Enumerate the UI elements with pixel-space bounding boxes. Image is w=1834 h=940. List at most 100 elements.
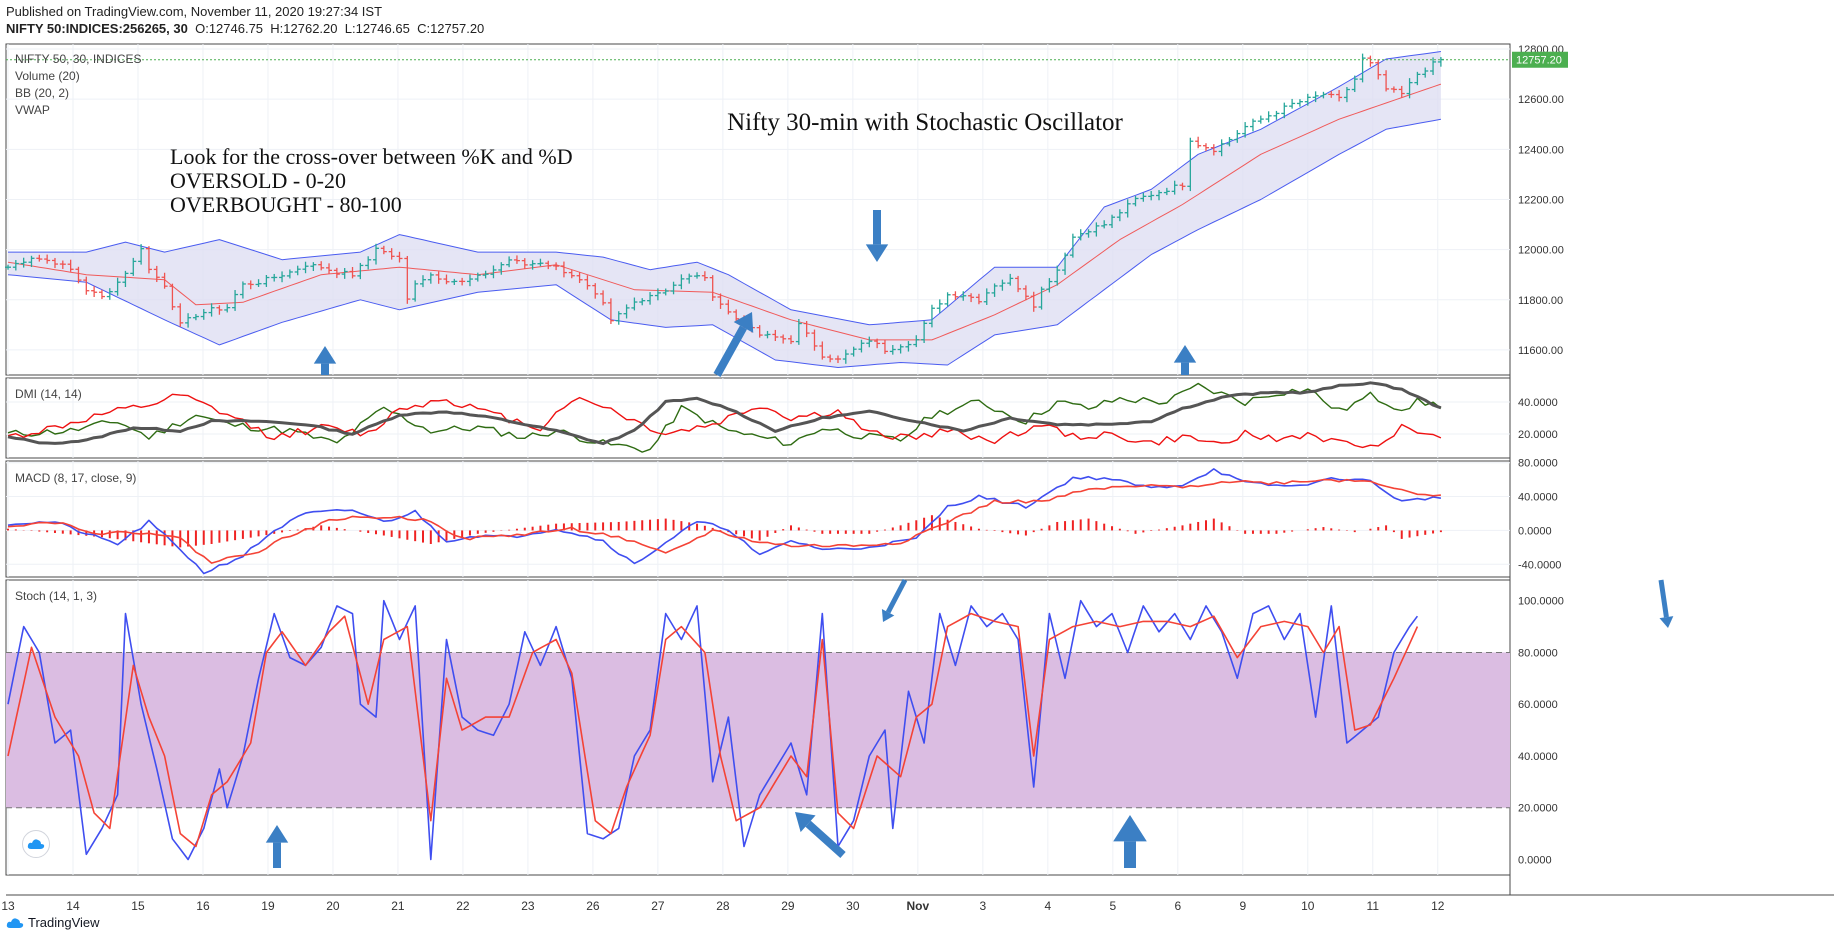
bb-lower-line <box>7 118 1441 368</box>
ohlc-bar <box>1069 233 1076 258</box>
ohlc-bar <box>216 305 223 315</box>
time-axis-label: 29 <box>781 899 795 913</box>
close-label: C: <box>417 21 431 36</box>
ohlc-bar <box>161 272 168 289</box>
ohlc-bar <box>208 303 215 317</box>
ohlc-bar <box>1195 136 1202 149</box>
ohlc-bar <box>1038 286 1045 310</box>
ohlc-bar <box>795 319 802 345</box>
ohlc-bar <box>1343 87 1350 103</box>
ohlc-bar <box>975 293 982 305</box>
ohlc-bar <box>412 280 419 302</box>
ohlc-bar <box>913 335 920 348</box>
time-axis-label: 5 <box>1109 899 1116 913</box>
ohlc-bar <box>866 336 873 348</box>
macd-tick-label: 40.0000 <box>1518 492 1558 504</box>
ohlc-bar <box>341 268 348 279</box>
ohlc-bar <box>51 257 58 269</box>
macd-tick-label: -40.0000 <box>1518 559 1561 571</box>
ohlc-bar <box>1022 285 1029 301</box>
ohlc-bar <box>12 260 19 271</box>
footer-brand-label: TradingView <box>28 915 100 930</box>
ohlc-bar <box>380 245 387 255</box>
ohlc-bar <box>1328 90 1335 98</box>
annotation-0: Look for the cross-over between %K and %… <box>170 144 573 169</box>
ohlc-bar <box>568 270 575 279</box>
bb-band-fill <box>8 51 1441 368</box>
ohlc-bar <box>1030 291 1037 312</box>
ohlc-bar <box>1109 214 1116 229</box>
ohlc-bar <box>365 256 372 270</box>
time-axis-label: 20 <box>326 899 340 913</box>
annotation-1: OVERSOLD - 0-20 <box>170 168 346 193</box>
ohlc-bar <box>177 303 184 327</box>
ohlc-bar <box>286 269 293 279</box>
time-axis-label: 27 <box>651 899 665 913</box>
close-value: 12757.20 <box>430 21 485 36</box>
ohlc-bar <box>670 281 677 295</box>
time-axis-label: 14 <box>66 899 80 913</box>
ohlc-bar <box>122 270 129 287</box>
stoch-tick-label: 20.0000 <box>1518 803 1558 815</box>
ohlc-bar <box>803 321 810 338</box>
ohlc-bar <box>1163 187 1170 196</box>
ohlc-bar <box>1234 130 1241 143</box>
cloud-snapshot-button[interactable] <box>22 830 50 858</box>
price-legend-3: VWAP <box>15 103 50 117</box>
last-price-label: 12757.20 <box>1516 55 1562 67</box>
time-axis-label: 12 <box>1431 899 1445 913</box>
ohlc-bar <box>279 271 286 283</box>
ohlc-bar <box>928 304 935 328</box>
ohlc-bar <box>44 254 51 264</box>
ohlc-bar <box>960 291 967 301</box>
time-axis-label: 3 <box>979 899 986 913</box>
ohlc-bar <box>232 290 239 311</box>
ohlc-bar <box>1336 90 1343 102</box>
ohlc-bar <box>1156 190 1163 201</box>
ohlc-bar <box>623 304 630 319</box>
ohlc-bar <box>106 288 113 300</box>
ohlc-bar <box>255 279 262 287</box>
stoch-tick-label: 40.0000 <box>1518 751 1558 763</box>
time-axis-label: Nov <box>907 899 930 913</box>
ohlc-bar <box>1226 137 1233 147</box>
ohlc-bar <box>560 261 567 278</box>
ohlc-bar <box>1046 278 1053 293</box>
ohlc-bar <box>388 248 395 260</box>
ohlc-bar <box>435 271 442 284</box>
stoch-legend: Stoch (14, 1, 3) <box>15 589 97 603</box>
ohlc-bar <box>490 265 497 279</box>
time-axis-label: 22 <box>456 899 470 913</box>
ohlc-bar <box>1077 229 1084 241</box>
pane-macd <box>5 460 1511 578</box>
ohlc-bar <box>654 288 661 301</box>
ohlc-bar <box>1257 115 1264 124</box>
annotation-arrow-head <box>265 825 289 843</box>
ohlc-bar <box>1124 199 1131 218</box>
time-axis-label: 23 <box>521 899 535 913</box>
ohlc-bar <box>1281 102 1288 119</box>
stoch-d-line <box>7 612 1419 848</box>
ohlc-bar <box>1140 192 1147 202</box>
ohlc-bar <box>1242 122 1249 138</box>
ohlc-bar <box>1171 180 1178 195</box>
time-axis-label: 13 <box>1 899 15 913</box>
annotation-arrow-shaft <box>805 820 846 858</box>
annotation-arrow-head <box>313 346 337 364</box>
annotation-arrow-head <box>733 312 754 333</box>
ohlc-bar <box>474 272 481 282</box>
high-label: H: <box>270 21 284 36</box>
ohlc-bar <box>701 271 708 281</box>
annotation-arrow-shaft <box>713 325 747 377</box>
ohlc-bar <box>576 272 583 284</box>
ohlc-bar <box>239 281 246 299</box>
ohlc-bar <box>1351 75 1358 93</box>
ohlc-bar <box>553 262 560 271</box>
ohlc-bar <box>545 260 552 270</box>
ohlc-bar <box>404 255 411 304</box>
ohlc-bar <box>881 339 888 354</box>
ohlc-bar <box>1218 139 1225 157</box>
ohlc-bar <box>944 292 951 307</box>
ohlc-bar <box>686 273 693 284</box>
